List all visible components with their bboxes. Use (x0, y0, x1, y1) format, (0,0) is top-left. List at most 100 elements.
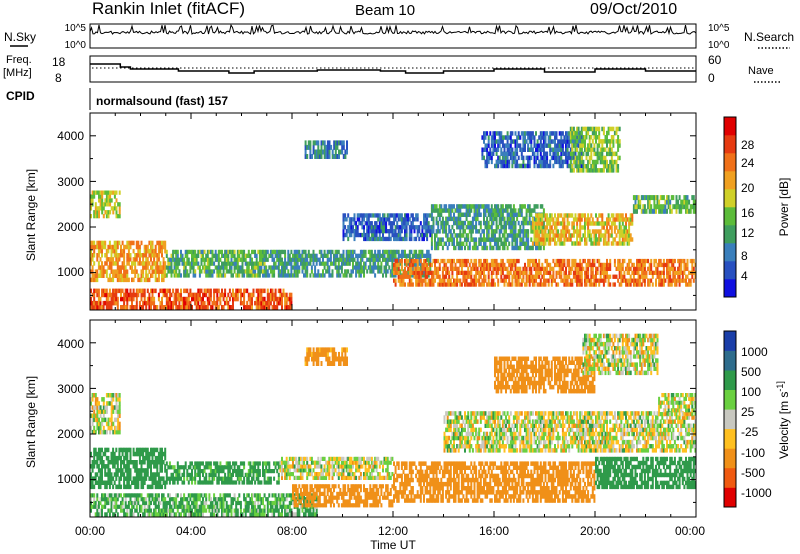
heatmap-cell (109, 202, 112, 207)
heatmap-cell (525, 278, 528, 283)
heatmap-cell (134, 253, 137, 258)
heatmap-cell (97, 261, 100, 266)
heatmap-cell (105, 261, 108, 266)
heatmap-cell (219, 273, 222, 278)
heatmap-cell (410, 278, 413, 283)
heatmap-cell (449, 212, 452, 217)
heatmap-cell (604, 262, 607, 268)
heatmap-cell (560, 147, 563, 152)
heatmap-cell (561, 147, 564, 152)
heatmap-cell (492, 266, 495, 271)
heatmap-cell (104, 500, 107, 506)
heatmap-cell (438, 229, 441, 234)
heatmap-cell (539, 163, 542, 169)
heatmap-cell (692, 266, 695, 271)
heatmap-cell (475, 278, 478, 283)
heatmap-cell (115, 198, 118, 203)
heatmap-cell (382, 273, 384, 278)
heatmap-cell (143, 296, 146, 302)
heatmap-cell (546, 213, 549, 218)
heatmap-cell (634, 199, 637, 205)
heatmap-cell (566, 147, 569, 152)
heatmap-cell (500, 159, 503, 165)
heatmap-cell (500, 212, 503, 217)
heatmap-cell (228, 249, 231, 255)
heatmap-cell (533, 163, 536, 169)
heatmap-cell (146, 512, 149, 517)
heatmap-cell (664, 278, 667, 283)
heatmap-cell (258, 249, 261, 255)
heatmap-cell (525, 216, 528, 222)
heatmap-cell (323, 273, 326, 278)
heatmap-cell (118, 206, 121, 211)
heatmap-cell (176, 261, 179, 266)
heatmap-cell (479, 212, 482, 217)
heatmap-cell (113, 292, 116, 298)
heatmap-cell (97, 240, 100, 246)
heatmap-cell (456, 204, 459, 209)
heatmap-cell (533, 204, 536, 209)
heatmap-cell (670, 278, 673, 283)
heatmap-cell (541, 217, 544, 222)
heatmap-cell (339, 149, 342, 155)
heatmap-cell (127, 493, 130, 498)
heatmap-cell (524, 270, 526, 275)
heatmap-cell (320, 140, 323, 146)
heatmap-cell (530, 224, 533, 230)
heatmap-cell (348, 261, 351, 266)
heatmap-cell (639, 258, 642, 264)
heatmap-cell (503, 237, 506, 242)
heatmap-cell (542, 135, 545, 140)
heatmap-cell (615, 233, 618, 238)
colorbar-segment (724, 225, 736, 244)
heatmap-cell (402, 225, 405, 230)
heatmap-cell (184, 249, 187, 255)
heatmap-cell (554, 241, 556, 246)
heatmap-cell (675, 195, 678, 201)
heatmap-cell (596, 237, 599, 242)
heatmap-cell (568, 151, 571, 156)
heatmap-cell (479, 266, 482, 271)
heatmap-cell (224, 253, 227, 258)
heatmap-cell (430, 270, 433, 275)
heatmap-cell (273, 305, 276, 310)
heatmap-cell (438, 282, 441, 287)
heatmap-cell (340, 257, 343, 262)
heatmap-cell (180, 292, 182, 298)
heatmap-cell (547, 229, 550, 234)
heatmap-cell (591, 159, 594, 165)
heatmap-cell (524, 139, 526, 144)
heatmap-cell (172, 257, 175, 262)
heatmap-cell (457, 224, 460, 230)
heatmap-cell (342, 225, 345, 230)
heatmap-cell (287, 261, 290, 266)
heatmap-cell (577, 262, 580, 268)
heatmap-cell (251, 273, 253, 278)
heatmap-cell (544, 217, 547, 222)
heatmap-cell (306, 144, 309, 150)
heatmap-cell (593, 282, 596, 287)
heatmap-cell (618, 233, 621, 238)
heatmap-cell (481, 278, 484, 283)
heatmap-cell (516, 266, 519, 271)
heatmap-cell (596, 159, 599, 165)
heatmap-cell (154, 512, 157, 517)
heatmap-cell (329, 257, 332, 262)
heatmap-cell (413, 270, 416, 275)
heatmap-cell (574, 278, 577, 283)
heatmap-cell (372, 229, 375, 234)
heatmap-cell (457, 266, 460, 271)
heatmap-cell (329, 249, 332, 255)
heatmap-cell (522, 143, 525, 148)
heatmap-cell (599, 237, 602, 242)
heatmap-cell (217, 265, 220, 270)
heatmap-cell (388, 229, 391, 234)
heatmap-cell (446, 282, 449, 287)
heatmap-cell (192, 249, 195, 255)
heatmap-cell (227, 257, 230, 262)
heatmap-cell (519, 245, 522, 251)
heatmap-cell (413, 253, 416, 258)
heatmap-cell (386, 261, 389, 266)
heatmap-cell (146, 273, 149, 278)
heatmap-cell (459, 212, 462, 217)
